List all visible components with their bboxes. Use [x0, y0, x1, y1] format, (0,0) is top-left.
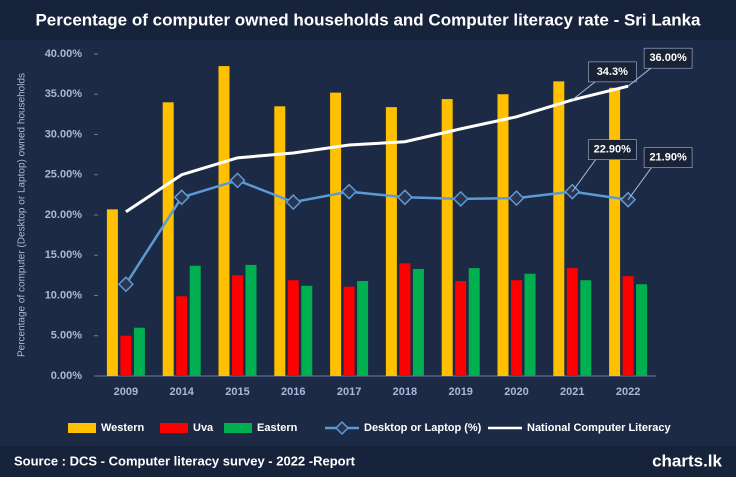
y-tick-label: 0.00%	[51, 370, 82, 382]
bar	[412, 268, 424, 376]
y-tick-label: 25.00%	[45, 169, 83, 181]
legend-swatch	[68, 423, 96, 433]
bar	[441, 99, 453, 376]
marker	[173, 189, 190, 206]
bar	[399, 263, 411, 376]
bar	[274, 106, 286, 376]
label-box	[643, 147, 693, 169]
label-leader	[627, 66, 653, 87]
marker	[229, 172, 246, 189]
bar	[455, 281, 467, 376]
marker	[285, 194, 302, 211]
chart-title: Percentage of computer owned households …	[35, 10, 701, 29]
bar	[553, 81, 565, 377]
legend-swatch	[224, 423, 252, 433]
marker	[341, 183, 358, 200]
legend-label: Western	[101, 422, 144, 434]
bar	[622, 276, 634, 376]
x-tick-label: 2016	[281, 386, 305, 398]
label-box	[643, 47, 693, 69]
data-label: 21.90%	[649, 152, 687, 164]
legend-label: Desktop or Laptop (%)	[364, 422, 482, 434]
title-bar	[0, 0, 736, 40]
bar	[301, 285, 313, 376]
y-tick-label: 5.00%	[51, 330, 82, 342]
data-label: 36.00%	[649, 52, 687, 64]
x-tick-label: 2018	[393, 386, 417, 398]
bar	[609, 87, 621, 376]
marker	[396, 189, 413, 206]
bar	[133, 327, 145, 376]
bar	[162, 102, 174, 377]
legend-label: National Computer Literacy	[527, 422, 672, 434]
x-tick-label: 2021	[560, 386, 584, 398]
label-leader	[627, 166, 653, 200]
x-tick-label: 2019	[448, 386, 472, 398]
x-tick-label: 2022	[616, 386, 640, 398]
footer-bar	[0, 446, 736, 477]
marker	[117, 276, 134, 293]
bar	[468, 268, 480, 376]
bar	[524, 273, 536, 376]
data-label: 34.3%	[597, 66, 628, 78]
bar	[176, 296, 188, 376]
x-tick-label: 2014	[169, 386, 194, 398]
data-label: 22.90%	[594, 144, 632, 156]
bar	[357, 281, 369, 376]
bar	[580, 280, 592, 376]
source: Source : DCS - Computer literacy survey …	[14, 453, 356, 468]
bar	[566, 268, 578, 376]
x-tick-label: 2017	[337, 386, 361, 398]
marker	[452, 190, 469, 207]
y-tick-label: 40.00%	[45, 48, 83, 60]
bar	[120, 335, 132, 376]
bar	[287, 280, 299, 376]
bar	[497, 94, 509, 376]
legend-label: Eastern	[257, 422, 298, 434]
marker	[508, 190, 525, 207]
label-leader	[571, 158, 597, 192]
x-tick-label: 2009	[114, 386, 138, 398]
y-tick-label: 20.00%	[45, 209, 83, 221]
legend-marker	[334, 420, 350, 436]
x-tick-label: 2020	[504, 386, 528, 398]
line	[125, 84, 629, 214]
legend-swatch	[160, 423, 188, 433]
bar	[189, 265, 201, 376]
bar	[232, 275, 243, 376]
y-tick-label: 15.00%	[45, 249, 83, 261]
legend-label: Uva	[193, 422, 214, 434]
bar	[511, 280, 522, 376]
brand: charts.lk	[652, 451, 722, 470]
bar	[218, 66, 230, 376]
y-axis-label: Percentage of computer (Desktop or Lapto…	[17, 73, 28, 357]
label-leader	[571, 80, 597, 101]
y-tick-label: 35.00%	[45, 88, 83, 100]
bar	[245, 264, 257, 376]
y-tick-label: 10.00%	[45, 289, 83, 301]
bar	[330, 92, 342, 376]
label-box	[587, 61, 637, 83]
line	[124, 179, 629, 285]
x-tick-label: 2015	[225, 386, 249, 398]
label-box	[587, 139, 637, 160]
y-tick-label: 30.00%	[45, 128, 83, 140]
bar	[106, 209, 118, 376]
bar	[385, 107, 397, 376]
bar	[343, 286, 355, 376]
bar	[636, 284, 648, 376]
